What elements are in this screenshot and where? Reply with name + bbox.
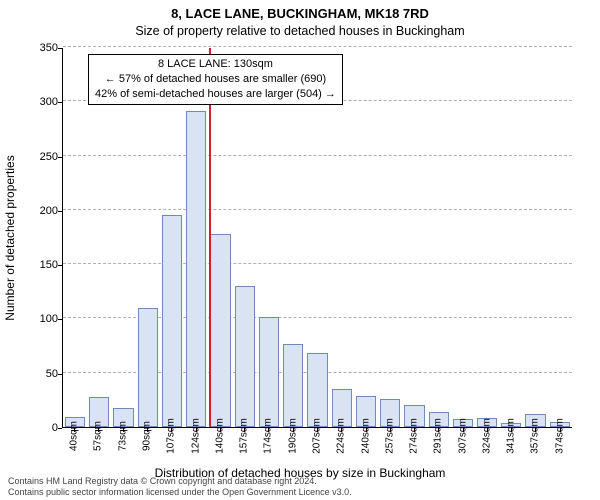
x-tick-label: 307sqm bbox=[457, 418, 468, 454]
x-tick: 140sqm bbox=[208, 430, 232, 466]
bar bbox=[162, 215, 182, 427]
bar bbox=[186, 111, 206, 427]
y-tick-label: 350 bbox=[22, 42, 58, 54]
x-tick-label: 357sqm bbox=[530, 418, 541, 454]
x-tick: 324sqm bbox=[475, 430, 499, 466]
annotation-line2: ← 57% of detached houses are smaller (69… bbox=[95, 72, 336, 87]
x-tick-label: 174sqm bbox=[263, 418, 274, 454]
x-tick: 224sqm bbox=[329, 430, 353, 466]
x-tick: 291sqm bbox=[426, 430, 450, 466]
y-tick-label: 300 bbox=[22, 96, 58, 108]
y-tick-label: 100 bbox=[22, 313, 58, 325]
x-tick: 240sqm bbox=[353, 430, 377, 466]
bars bbox=[63, 48, 572, 427]
x-tick-label: 124sqm bbox=[190, 418, 201, 454]
x-tick-label: 157sqm bbox=[239, 418, 250, 454]
x-tick-label: 224sqm bbox=[336, 418, 347, 454]
x-tick: 341sqm bbox=[499, 430, 523, 466]
x-tick-label: 274sqm bbox=[409, 418, 420, 454]
x-tick: 207sqm bbox=[305, 430, 329, 466]
x-ticks: 40sqm57sqm73sqm90sqm107sqm124sqm140sqm15… bbox=[62, 430, 572, 466]
x-tick-label: 190sqm bbox=[287, 418, 298, 454]
footer-line1: Contains HM Land Registry data © Crown c… bbox=[8, 476, 352, 487]
x-tick-label: 57sqm bbox=[93, 421, 104, 451]
chart-container: 8, LACE LANE, BUCKINGHAM, MK18 7RD Size … bbox=[0, 0, 600, 500]
x-tick: 274sqm bbox=[402, 430, 426, 466]
title-address: 8, LACE LANE, BUCKINGHAM, MK18 7RD bbox=[0, 6, 600, 21]
x-tick-label: 207sqm bbox=[311, 418, 322, 454]
y-axis-label: Number of detached properties bbox=[3, 155, 17, 320]
x-tick: 107sqm bbox=[159, 430, 183, 466]
y-tick-mark bbox=[58, 428, 62, 429]
annotation-box: 8 LACE LANE: 130sqm ← 57% of detached ho… bbox=[88, 54, 343, 105]
x-tick: 374sqm bbox=[548, 430, 572, 466]
y-tick-label: 200 bbox=[22, 205, 58, 217]
x-tick: 124sqm bbox=[183, 430, 207, 466]
y-tick-label: 150 bbox=[22, 259, 58, 271]
x-tick: 357sqm bbox=[523, 430, 547, 466]
bar bbox=[235, 286, 255, 427]
bar bbox=[259, 317, 279, 427]
x-tick: 307sqm bbox=[451, 430, 475, 466]
bar bbox=[307, 353, 327, 427]
bar bbox=[138, 308, 158, 427]
x-tick-label: 90sqm bbox=[141, 421, 152, 451]
x-tick: 73sqm bbox=[111, 430, 135, 466]
y-tick-label: 250 bbox=[22, 151, 58, 163]
x-tick-label: 240sqm bbox=[360, 418, 371, 454]
x-tick: 40sqm bbox=[62, 430, 86, 466]
gridline bbox=[63, 46, 572, 47]
marker-line bbox=[209, 48, 211, 427]
x-tick: 157sqm bbox=[232, 430, 256, 466]
title-subtitle: Size of property relative to detached ho… bbox=[0, 24, 600, 38]
x-tick: 90sqm bbox=[135, 430, 159, 466]
y-tick-label: 0 bbox=[22, 422, 58, 434]
x-tick-label: 291sqm bbox=[433, 418, 444, 454]
bar bbox=[283, 344, 303, 427]
annotation-line3: 42% of semi-detached houses are larger (… bbox=[95, 87, 336, 102]
x-tick: 257sqm bbox=[378, 430, 402, 466]
annotation-line1: 8 LACE LANE: 130sqm bbox=[95, 57, 336, 72]
x-tick: 174sqm bbox=[256, 430, 280, 466]
bar bbox=[210, 234, 230, 427]
x-tick-label: 40sqm bbox=[69, 421, 80, 451]
x-tick-label: 374sqm bbox=[554, 418, 565, 454]
x-tick-label: 324sqm bbox=[481, 418, 492, 454]
x-tick-label: 140sqm bbox=[214, 418, 225, 454]
plot-area bbox=[62, 48, 572, 428]
y-tick-label: 50 bbox=[22, 368, 58, 380]
x-tick-label: 107sqm bbox=[166, 418, 177, 454]
footer: Contains HM Land Registry data © Crown c… bbox=[8, 476, 352, 498]
footer-line2: Contains public sector information licen… bbox=[8, 487, 352, 498]
x-tick-label: 341sqm bbox=[506, 418, 517, 454]
x-tick-label: 257sqm bbox=[384, 418, 395, 454]
x-tick: 57sqm bbox=[86, 430, 110, 466]
x-tick-label: 73sqm bbox=[117, 421, 128, 451]
x-tick: 190sqm bbox=[281, 430, 305, 466]
